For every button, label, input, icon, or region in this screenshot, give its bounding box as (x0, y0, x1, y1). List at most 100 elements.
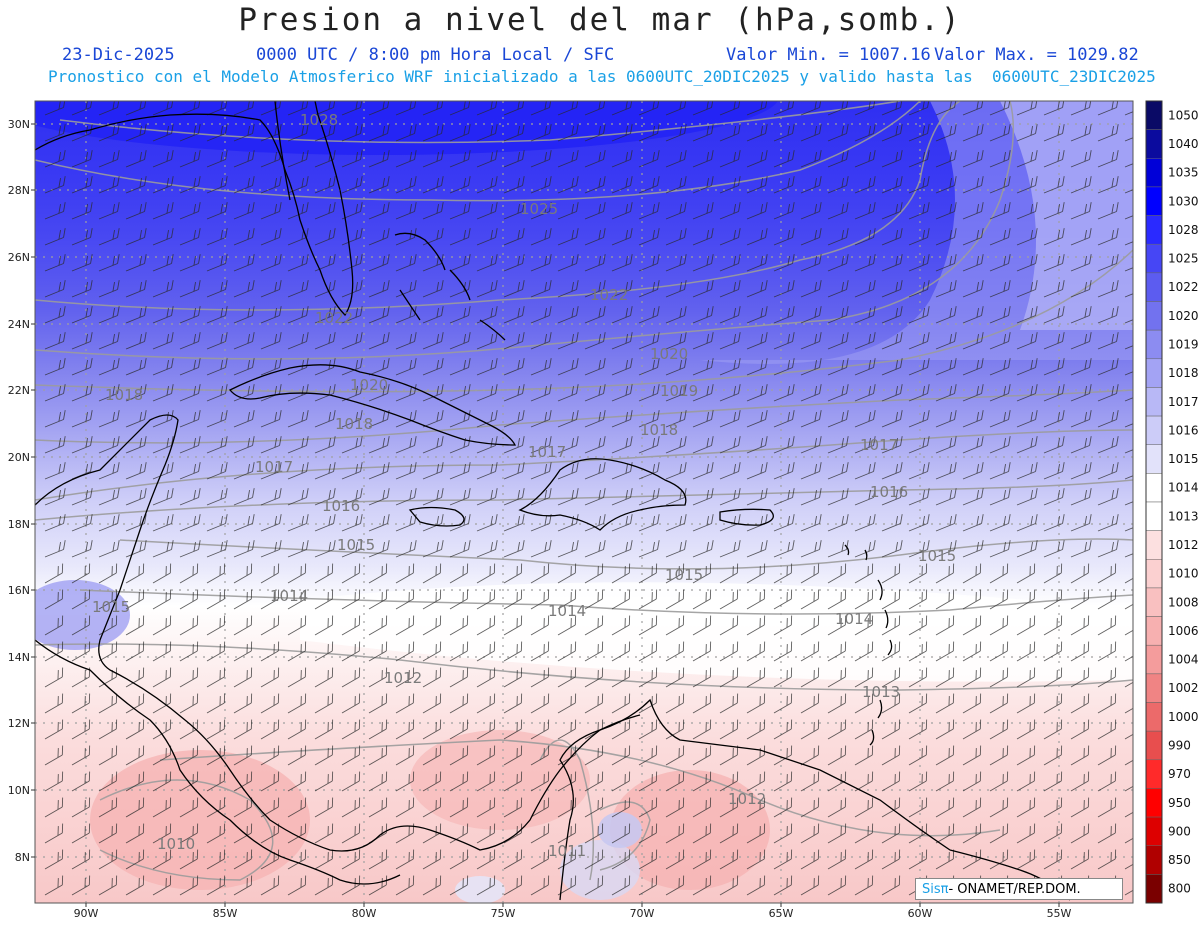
wind-barb (854, 823, 874, 844)
wind-barb (1097, 745, 1117, 766)
wind-barb (989, 410, 1011, 428)
wind-barb (260, 306, 282, 324)
wind-barb (1043, 771, 1063, 792)
wind-barb (800, 384, 822, 402)
isobar-label: 1015 (918, 547, 956, 565)
wind-barb (125, 875, 145, 896)
wind-barb (206, 540, 228, 558)
wind-barb (233, 228, 255, 246)
wind-barb (368, 514, 390, 532)
wind-barb (71, 797, 91, 818)
wind-barb (179, 875, 199, 896)
wind-barb (557, 101, 579, 116)
wind-barb (1043, 589, 1063, 610)
isobar-label: 1010 (157, 835, 195, 853)
wind-barb (611, 797, 631, 818)
wind-barb (1124, 445, 1133, 454)
wind-barb (989, 254, 1011, 272)
wind-barb (611, 745, 631, 766)
wind-barb (530, 436, 552, 454)
wind-barb (125, 150, 147, 168)
wind-barb (530, 540, 552, 558)
wind-barb (503, 124, 525, 142)
wind-barb (773, 332, 795, 350)
color-level-label: 1025 (1168, 252, 1199, 266)
wind-barb (530, 124, 552, 142)
wind-barb (206, 797, 226, 818)
wind-barb (827, 488, 849, 506)
wind-barb (287, 228, 309, 246)
wind-barb (179, 150, 201, 168)
wind-barb (449, 641, 469, 662)
wind-barb (341, 641, 361, 662)
wind-barb (422, 124, 444, 142)
wind-barb (260, 488, 282, 506)
wind-barb (530, 615, 550, 636)
wind-barb (827, 667, 847, 688)
wind-barb (341, 563, 361, 584)
wind-barb (908, 202, 930, 220)
wind-barb (233, 771, 253, 792)
wind-barb (1043, 540, 1065, 558)
wind-barb (908, 306, 930, 324)
sisttt-logo: Sisπ (922, 882, 949, 897)
wind-barb (719, 150, 741, 168)
wind-barb (665, 693, 685, 714)
wind-barb (1016, 280, 1038, 298)
color-level-label: 1018 (1168, 366, 1199, 380)
wind-barb (665, 124, 687, 142)
wind-barb (530, 228, 552, 246)
wind-barb (746, 358, 768, 376)
wind-barb (1097, 693, 1117, 714)
wind-barb (287, 693, 307, 714)
wind-barb (962, 384, 984, 402)
wind-barb (989, 693, 1009, 714)
wind-barb (1070, 280, 1092, 298)
wind-barb (611, 384, 633, 402)
wind-barb (989, 823, 1009, 844)
wind-barb (1124, 598, 1133, 610)
wind-barb (773, 615, 793, 636)
wind-barb (233, 124, 255, 142)
wind-barb (71, 101, 93, 116)
wind-barb (152, 332, 174, 350)
wind-barb (1016, 150, 1038, 168)
wind-barb (125, 101, 147, 116)
color-level-label: 1013 (1168, 509, 1199, 523)
wind-barb (1097, 514, 1119, 532)
wind-barb (611, 176, 633, 194)
wind-barb (665, 823, 685, 844)
wind-barb (908, 384, 930, 402)
color-level-label: 990 (1168, 738, 1191, 752)
wind-barb (44, 540, 66, 558)
wind-barb (44, 641, 64, 662)
wind-barb (611, 280, 633, 298)
wind-barb (206, 849, 226, 870)
wind-barb (665, 332, 687, 350)
color-level-label: 1008 (1168, 595, 1199, 609)
color-swatch (1145, 444, 1163, 474)
wind-barb (1016, 589, 1036, 610)
wind-barb (260, 667, 280, 688)
wind-barb (989, 563, 1009, 584)
wind-barb (476, 176, 498, 194)
wind-barb (98, 797, 118, 818)
wind-barb (908, 124, 930, 142)
wind-barb (881, 124, 903, 142)
wind-barb (314, 462, 336, 480)
wind-barb (179, 589, 199, 610)
wind-barb (665, 615, 685, 636)
wind-barb (1097, 150, 1119, 168)
wind-barb (773, 667, 793, 688)
wind-barb (962, 202, 984, 220)
wind-barb (1016, 124, 1038, 142)
wind-barb (881, 693, 901, 714)
wind-barb (503, 693, 523, 714)
wind-barb (368, 101, 390, 116)
wind-barb (611, 410, 633, 428)
wind-barb (962, 462, 984, 480)
wind-barb (638, 488, 660, 506)
wind-barb (368, 745, 388, 766)
wind-barb (395, 176, 417, 194)
wind-barb (773, 176, 795, 194)
